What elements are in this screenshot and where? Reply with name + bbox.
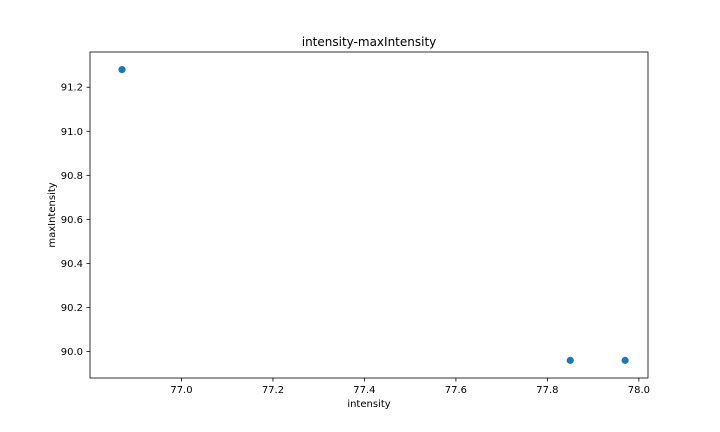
- x-axis-ticks: 77.0 77.2 77.4 77.6 77.8 78.0: [170, 378, 650, 396]
- data-point: [621, 356, 629, 364]
- data-point: [118, 66, 126, 74]
- y-axis-ticks: 90.0 90.2 90.4 90.6 90.8 91.0 91.2: [61, 83, 90, 358]
- y-tick-label: 90.6: [61, 215, 83, 226]
- x-axis-label: intensity: [347, 399, 390, 410]
- plot-area: [89, 51, 649, 379]
- x-tick-label: 77.4: [353, 385, 375, 396]
- data-points: [118, 66, 629, 364]
- y-tick-label: 90.0: [61, 347, 83, 358]
- y-axis-label: maxIntensity: [47, 182, 58, 247]
- x-tick-label: 77.6: [445, 385, 467, 396]
- y-tick-label: 91.2: [61, 83, 83, 94]
- chart-title: intensity-maxIntensity: [302, 35, 437, 49]
- x-tick-label: 77.8: [536, 385, 558, 396]
- x-tick-label: 78.0: [628, 385, 650, 396]
- x-tick-label: 77.2: [262, 385, 284, 396]
- y-tick-label: 90.2: [61, 303, 83, 314]
- x-tick-label: 77.0: [170, 385, 192, 396]
- data-point: [566, 356, 574, 364]
- y-tick-label: 91.0: [61, 127, 83, 138]
- y-tick-label: 90.4: [61, 259, 83, 270]
- y-tick-label: 90.8: [61, 171, 83, 182]
